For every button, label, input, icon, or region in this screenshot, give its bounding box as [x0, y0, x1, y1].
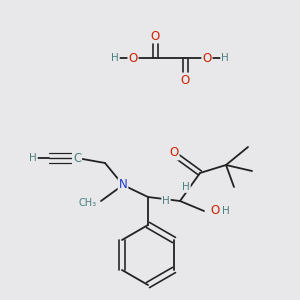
Text: H: H [111, 53, 119, 63]
Text: C: C [73, 152, 81, 164]
Text: H: H [162, 196, 170, 206]
Text: O: O [180, 74, 190, 86]
Text: H: H [222, 206, 230, 216]
Text: CH₃: CH₃ [79, 198, 97, 208]
Text: H: H [221, 53, 229, 63]
Text: H: H [29, 153, 37, 163]
Text: O: O [202, 52, 211, 64]
Text: O: O [169, 146, 178, 160]
Text: O: O [150, 29, 160, 43]
Text: O: O [128, 52, 138, 64]
Text: N: N [118, 178, 127, 191]
Text: O: O [210, 205, 219, 218]
Text: H: H [182, 182, 190, 192]
